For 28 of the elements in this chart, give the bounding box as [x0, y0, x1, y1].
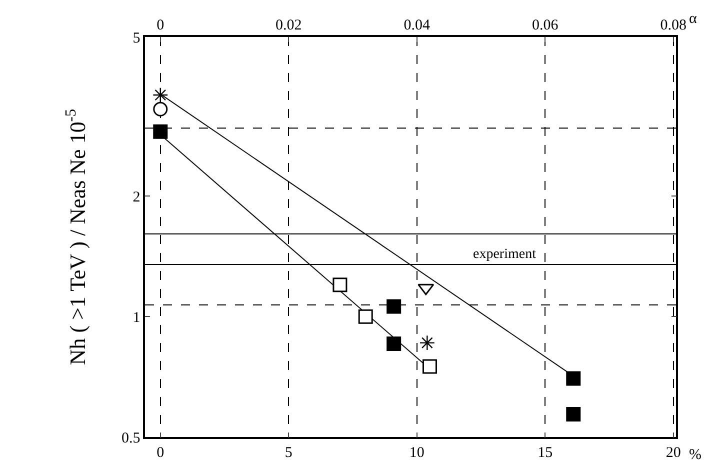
x-tick-label: 5	[284, 444, 292, 461]
point	[422, 359, 437, 374]
x-tick-label: 20	[666, 444, 681, 461]
x2-axis-title: α	[689, 11, 697, 27]
x-axis-title: %	[689, 447, 702, 463]
point	[358, 309, 373, 324]
x-tick-label: 15	[538, 444, 553, 461]
x2-tick-label: 0.08	[660, 17, 687, 34]
y-tick-label: 2	[132, 189, 140, 206]
ref-line-label: experiment	[473, 247, 536, 262]
x2-tick-label: 0.06	[532, 17, 559, 34]
point	[386, 299, 402, 314]
point	[153, 124, 168, 139]
point	[566, 406, 581, 422]
x2-tick-label: 0.02	[276, 17, 302, 34]
point	[566, 371, 581, 386]
x2-tick-label: 0.04	[404, 17, 431, 34]
x2-tick-label: 0	[156, 17, 164, 34]
point	[152, 87, 168, 103]
point	[153, 102, 168, 116]
x-tick-label: 10	[409, 444, 424, 461]
point	[332, 278, 348, 292]
y-tick-label: 5	[132, 30, 140, 46]
y-tick-label: 0.5	[122, 430, 140, 446]
x-tick-label: 0	[156, 444, 164, 461]
point	[419, 334, 435, 351]
y-tick-label: 1	[132, 310, 140, 326]
point	[386, 336, 402, 352]
